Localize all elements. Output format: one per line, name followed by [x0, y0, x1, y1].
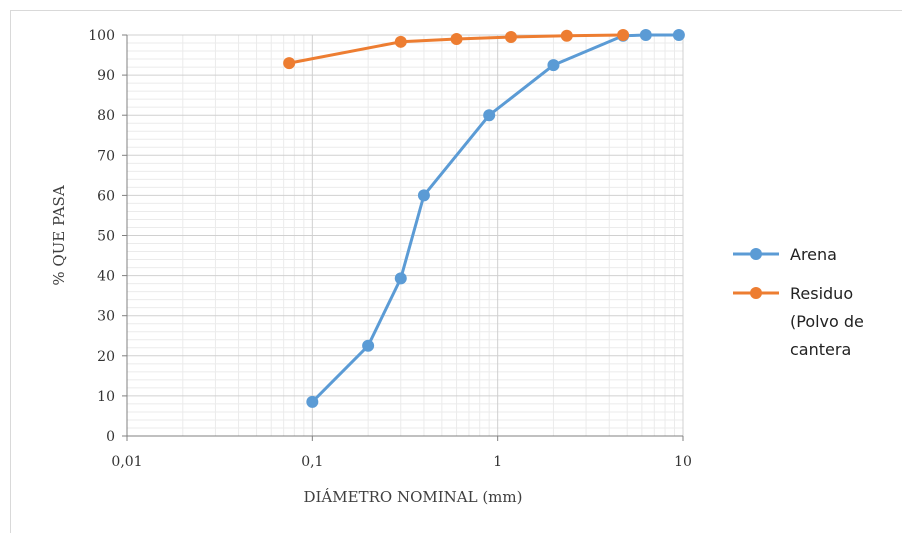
data-point-series-1: [362, 339, 375, 352]
legend: Arena Residuo (Polvo de cantera: [733, 245, 864, 359]
data-point-series-1: [483, 109, 496, 122]
x-tick-label: 1: [493, 454, 502, 470]
legend-label: (Polvo de: [790, 312, 864, 331]
chart-frame-left: [10, 10, 11, 533]
y-tick-label: 0: [106, 429, 115, 445]
series: [283, 29, 685, 408]
data-point-series-1: [639, 29, 652, 41]
y-tick-label: 100: [88, 28, 115, 44]
legend-label: Arena: [790, 245, 837, 264]
legend-marker-1: [750, 248, 762, 260]
grid: [127, 34, 684, 436]
legend-marker-2: [750, 287, 762, 299]
y-tick-label: 10: [97, 389, 115, 405]
y-tick-label: 70: [97, 148, 115, 164]
series-line-2: [288, 33, 624, 65]
y-tick-label: 90: [97, 68, 115, 84]
data-point-series-1: [672, 29, 685, 41]
y-tick-label: 50: [97, 229, 115, 245]
x-axis-title: DIÁMETRO NOMINAL (mm): [303, 488, 522, 506]
x-tick-label: 0,01: [111, 454, 142, 470]
data-point-series-1: [306, 395, 319, 408]
data-point-series-1: [394, 272, 407, 285]
data-point-series-2: [283, 57, 296, 70]
legend-label: Residuo: [790, 284, 853, 303]
y-axis-title: % QUE PASA: [50, 185, 68, 286]
data-point-series-2: [394, 35, 407, 48]
data-point-series-2: [560, 29, 573, 42]
axes: 0 10 20 30 40 50 60 70 80 90 100 0,01 0,1 1 10: [88, 28, 692, 470]
y-tick-label: 40: [97, 269, 115, 285]
data-point-series-1: [547, 59, 560, 72]
y-tick-label: 30: [97, 309, 115, 325]
data-point-series-1: [417, 189, 430, 202]
data-point-series-2: [504, 31, 517, 44]
data-point-series-2: [617, 29, 630, 41]
legend-label: cantera: [790, 340, 851, 359]
y-tick-label: 80: [97, 108, 115, 124]
x-tick-label: 10: [674, 454, 692, 470]
x-tick-label: 0,1: [301, 454, 323, 470]
y-tick-label: 60: [97, 188, 115, 204]
chart-frame-top: [10, 10, 902, 11]
y-tick-label: 20: [97, 349, 115, 365]
data-point-series-2: [450, 33, 463, 46]
